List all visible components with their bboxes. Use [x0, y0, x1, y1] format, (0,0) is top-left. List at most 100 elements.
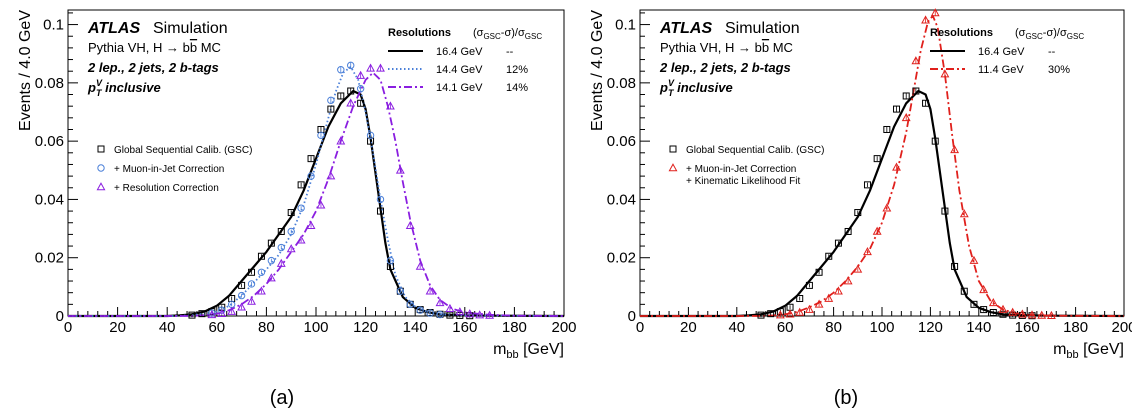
y-tick-label: 0.02: [35, 250, 64, 267]
data-point-triangle: [336, 136, 346, 145]
series-line-circle: [68, 65, 565, 317]
data-point-square: [757, 311, 765, 319]
x-tick-label: 100: [303, 319, 328, 336]
data-point-circle: [347, 61, 355, 70]
y-tick-label: 0.06: [607, 133, 636, 150]
data-point-triangle: [1017, 309, 1027, 318]
resolution-width: 16.4 GeV: [436, 46, 483, 58]
resolution-width: 14.4 GeV: [436, 64, 483, 76]
y-axis-label: Events / 4.0 GeV: [17, 10, 34, 131]
data-point-triangle: [950, 145, 960, 154]
x-tick-label: 60: [777, 319, 794, 336]
data-point-triangle: [465, 309, 475, 318]
data-point-square: [980, 306, 988, 314]
data-point-square: [347, 87, 355, 95]
y-tick-label: 0.1: [615, 17, 636, 34]
data-point-triangle: [385, 101, 395, 110]
panel-caption: (a): [270, 387, 294, 409]
legend-label: + Muon-in-Jet Correction: [686, 164, 796, 175]
x-tick-label: 120: [918, 319, 943, 336]
panel-caption: (b): [834, 387, 858, 409]
data-point-square: [376, 207, 384, 215]
x-tick-label: 160: [1015, 319, 1040, 336]
data-point-triangle: [804, 304, 814, 313]
sample-label: Pythia VH, H → bb MC: [660, 40, 793, 55]
series-line-square: [68, 89, 565, 318]
data-point-square: [267, 239, 275, 247]
axis-ticks: 0 20 40 60 80 100 120 140 160 180 200 0 0.02 0.04 0.06…: [35, 12, 577, 336]
data-point-triangle: [814, 299, 824, 308]
y-tick-label: 0.06: [35, 133, 64, 150]
data-point-triangle: [921, 15, 931, 24]
data-point-triangle: [892, 162, 901, 171]
data-point-square: [277, 227, 285, 235]
resolution-improvement: --: [1048, 46, 1056, 58]
data-point-triangle: [237, 302, 247, 311]
legend-marker-circle: [97, 164, 105, 172]
data-point-circle: [416, 306, 424, 314]
x-tick-label: 180: [502, 319, 527, 336]
data-point-triangle: [207, 309, 217, 319]
data-point-triangle: [853, 264, 863, 273]
data-point-triangle: [930, 8, 940, 17]
x-tick-label: 20: [680, 319, 697, 336]
resolution-improvement: --: [506, 46, 514, 58]
y-tick-label: 0.04: [607, 191, 636, 208]
data-point-square: [796, 295, 804, 303]
data-point-circle: [287, 227, 295, 236]
data-point-triangle: [395, 165, 405, 174]
x-tick-label: 0: [636, 319, 644, 336]
x-axis-label: mbb [GeV]: [493, 341, 564, 361]
data-point-square: [198, 310, 206, 318]
data-point-triangle: [455, 307, 465, 316]
data-point-square: [941, 207, 949, 215]
legend-marker-triangle: [668, 163, 678, 172]
pt-label: pV T inclusive: [659, 78, 733, 98]
resolution-formula: (σGSC-σ)/σGSC: [473, 27, 542, 41]
chart-panel-b: 0 20 40 60 80 100 120 140 160 180 200 0 0.02 0.04 0.06…: [589, 8, 1132, 409]
x-tick-label: 0: [64, 319, 72, 336]
data-point-triangle: [346, 98, 356, 107]
y-tick-label: 0.02: [607, 250, 636, 267]
legend: Global Sequential Calib. (GSC) + Muon-in-…: [668, 145, 824, 187]
data-point-circle: [356, 84, 365, 93]
x-tick-label: 80: [258, 319, 275, 336]
selection-label: 2 lep., 2 jets, 2 b-tags: [659, 60, 791, 75]
data-point-square: [863, 181, 871, 189]
data-point-square: [327, 105, 335, 113]
x-tick-label: 140: [403, 319, 428, 336]
x-tick-label: 120: [353, 319, 378, 336]
resolution-improvement: 14%: [506, 82, 528, 94]
data-point-circle: [436, 310, 444, 319]
x-tick-label: 60: [208, 319, 225, 336]
data-point-triangle: [376, 63, 385, 72]
data-point-circle: [366, 131, 375, 140]
legend-marker-square: [97, 145, 105, 153]
y-tick-label: 0.1: [43, 17, 64, 34]
x-tick-label: 40: [159, 319, 176, 336]
data-point-triangle: [795, 307, 805, 316]
data-point-triangle: [405, 220, 415, 229]
resolution-table: Resolutions (σGSC-σ)/σGSC 16.4 GeV -- 11.4…: [930, 27, 1084, 76]
data-point-triangle: [326, 171, 336, 180]
data-point-triangle: [276, 258, 286, 267]
data-point-triangle: [475, 310, 485, 319]
series-line-triangle: [68, 71, 565, 317]
y-tick-label: 0.08: [607, 75, 636, 92]
data-point-square: [815, 268, 823, 276]
data-point-square: [767, 310, 775, 318]
data-point-circle: [426, 309, 434, 317]
data-point-triangle: [1027, 310, 1037, 319]
resolution-table: Resolutions (σGSC-σ)/σGSC 16.4 GeV -- 14.4…: [388, 27, 542, 94]
x-tick-label: 80: [825, 319, 842, 336]
legend-label: Global Sequential Calib. (GSC): [686, 145, 824, 156]
y-tick-label: 0: [628, 308, 636, 325]
legend-label: + Muon-in-Jet Correction: [114, 164, 224, 175]
data-point-triangle: [316, 200, 326, 209]
data-point-square: [854, 209, 862, 217]
axis-ticks: 0 20 40 60 80 100 120 140 160 180 200 0 0.02 0.04 0.06…: [607, 12, 1132, 336]
data-point-triangle: [775, 310, 785, 319]
series-points: [757, 8, 1056, 320]
x-tick-label: 200: [551, 319, 576, 336]
data-point-circle: [337, 66, 345, 74]
